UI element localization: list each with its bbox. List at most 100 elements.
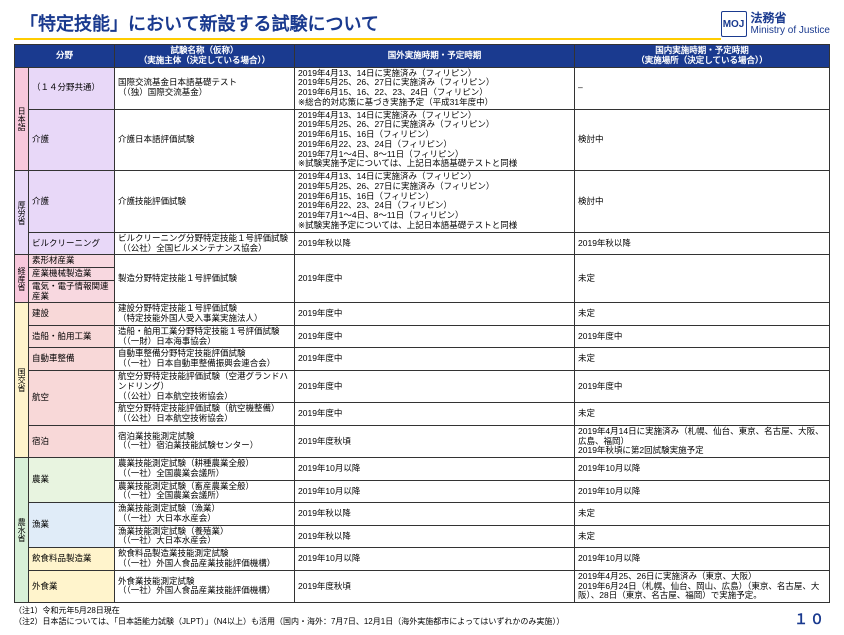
overseas-cell: 2019年度秋頃 [295,570,575,602]
field-cell: 産業機械製造業 [29,268,115,281]
exam-table: 分野 試験名称（仮称）（実施主体（決定している場合）） 国外実施時期・予定時期 … [14,44,830,603]
exam-cell: 外食業技能測定試験（（一社）外国人食品産業技能評価機構） [115,570,295,602]
exam-cell: 介護技能評価試験 [115,171,295,233]
field-cell: 介護 [29,171,115,233]
overseas-cell: 2019年度中 [295,303,575,326]
overseas-cell: 2019年4月13、14日に実施済み（フィリピン）2019年5月25、26、27… [295,67,575,109]
table-row: 航空分野特定技能評価試験（航空機整備）（（公社）日本航空技術協会）2019年度中… [15,403,830,426]
domestic-cell: 2019年10月以降 [575,458,830,481]
table-row: 介護介護日本語評価試験2019年4月13、14日に実施済み（フィリピン）2019… [15,109,830,171]
ministry-name-jp: 法務省 [751,12,830,25]
field-cell: 漁業 [29,503,115,548]
overseas-cell: 2019年10月以降 [295,458,575,481]
ministry-logo: MOJ 法務省 Ministry of Justice [721,11,830,37]
domestic-cell: – [575,67,830,109]
overseas-cell: 2019年4月13、14日に実施済み（フィリピン）2019年5月25、26、27… [295,171,575,233]
overseas-cell: 2019年10月以降 [295,480,575,503]
table-row: ビルクリーニングビルクリーニング分野特定技能１号評価試験（（公社）全国ビルメンテ… [15,232,830,255]
group-label: 厚労省 [15,171,29,255]
domestic-cell: 2019年度中 [575,325,830,348]
field-cell: 宿泊 [29,425,115,457]
exam-cell: 航空分野特定技能評価試験（空港グランドハンドリング）（（公社）日本航空技術協会） [115,370,295,402]
exam-cell: 農業技能測定試験（畜産農業全般）（（一社）全国農業会議所） [115,480,295,503]
overseas-cell: 2019年度中 [295,403,575,426]
table-row: 自動車整備自動車整備分野特定技能評価試験（（一社）日本自動車整備振興会連合会）2… [15,348,830,371]
group-label: 経産省 [15,255,29,303]
domestic-cell: 2019年10月以降 [575,548,830,571]
exam-cell: 国際交流基金日本語基礎テスト（（独）国際交流基金） [115,67,295,109]
table-row: 農業技能測定試験（畜産農業全般）（（一社）全国農業会議所）2019年10月以降2… [15,480,830,503]
field-cell: 素形材産業 [29,255,115,268]
domestic-cell: 2019年4月25、26日に実施済み（東京、大阪）2019年6月24日（札幌、仙… [575,570,830,602]
domestic-cell: 未定 [575,403,830,426]
overseas-cell: 2019年秋以降 [295,232,575,255]
table-row: 宿泊宿泊業技能測定試験（（一社）宿泊業技能試験センター）2019年度秋頃2019… [15,425,830,457]
overseas-cell: 2019年秋以降 [295,503,575,526]
exam-cell: 漁業技能測定試験（漁業）（（一社）大日本水産会） [115,503,295,526]
exam-cell: 農業技能測定試験（耕種農業全般）（（一社）全国農業会議所） [115,458,295,481]
field-cell: 飲食料品製造業 [29,548,115,571]
exam-cell: 漁業技能測定試験（養殖業）（（一社）大日本水産会） [115,525,295,548]
table-row: 外食業外食業技能測定試験（（一社）外国人食品産業技能評価機構）2019年度秋頃2… [15,570,830,602]
overseas-cell: 2019年10月以降 [295,548,575,571]
field-cell: 外食業 [29,570,115,602]
domestic-cell: 2019年10月以降 [575,480,830,503]
domestic-cell: 未定 [575,303,830,326]
exam-cell: 自動車整備分野特定技能評価試験（（一社）日本自動車整備振興会連合会） [115,348,295,371]
group-label: 日本語 [15,67,29,171]
domestic-cell: 未定 [575,525,830,548]
ministry-name-en: Ministry of Justice [751,25,830,36]
exam-cell: 航空分野特定技能評価試験（航空機整備）（（公社）日本航空技術協会） [115,403,295,426]
footnote-2: （注2）日本語については、「日本語能力試験（JLPT）」（N4以上）も活用（国内… [14,616,830,627]
table-row: 国交省建設建設分野特定技能１号評価試験（特定技能外国人受入事業実施法人）2019… [15,303,830,326]
footnotes: （注1）令和元年5月28日現在 （注2）日本語については、「日本語能力試験（JL… [14,605,830,627]
overseas-cell: 2019年度中 [295,325,575,348]
field-cell: （１４分野共通） [29,67,115,109]
group-label: 国交省 [15,303,29,458]
header-domestic: 国内実施時期・予定時期（実施場所（決定している場合）） [575,45,830,68]
table-row: 飲食料品製造業飲食料品製造業技能測定試験（（一社）外国人食品産業技能評価機構）2… [15,548,830,571]
header-field: 分野 [15,45,115,68]
field-cell: 建設 [29,303,115,326]
overseas-cell: 2019年度中 [295,370,575,402]
field-cell: 電気・電子情報関連産業 [29,280,115,303]
domestic-cell: 未定 [575,255,830,303]
overseas-cell: 2019年秋以降 [295,525,575,548]
overseas-cell: 2019年度中 [295,255,575,303]
table-row: 航空航空分野特定技能評価試験（空港グランドハンドリング）（（公社）日本航空技術協… [15,370,830,402]
table-row: 造船・舶用工業造船・舶用工業分野特定技能１号評価試験（（一財）日本海事協会）20… [15,325,830,348]
domestic-cell: 2019年秋以降 [575,232,830,255]
group-label: 農水省 [15,458,29,603]
field-cell: 介護 [29,109,115,171]
overseas-cell: 2019年度秋頃 [295,425,575,457]
overseas-cell: 2019年度中 [295,348,575,371]
domestic-cell: 未定 [575,503,830,526]
field-cell: 造船・舶用工業 [29,325,115,348]
table-row: 農水省農業農業技能測定試験（耕種農業全般）（（一社）全国農業会議所）2019年1… [15,458,830,481]
overseas-cell: 2019年4月13、14日に実施済み（フィリピン）2019年5月25、26、27… [295,109,575,171]
table-row: 漁業技能測定試験（養殖業）（（一社）大日本水産会）2019年秋以降未定 [15,525,830,548]
header-overseas: 国外実施時期・予定時期 [295,45,575,68]
table-row: 厚労省介護介護技能評価試験2019年4月13、14日に実施済み（フィリピン）20… [15,171,830,233]
page-title: 「特定技能」において新設する試験について [14,8,721,40]
table-header-row: 分野 試験名称（仮称）（実施主体（決定している場合）） 国外実施時期・予定時期 … [15,45,830,68]
field-cell: ビルクリーニング [29,232,115,255]
page-number: １０ [794,609,826,629]
table-row: 漁業漁業技能測定試験（漁業）（（一社）大日本水産会）2019年秋以降未定 [15,503,830,526]
field-cell: 航空 [29,370,115,425]
domestic-cell: 2019年度中 [575,370,830,402]
domestic-cell: 未定 [575,348,830,371]
field-cell: 農業 [29,458,115,503]
header-exam: 試験名称（仮称）（実施主体（決定している場合）） [115,45,295,68]
exam-cell: 飲食料品製造業技能測定試験（（一社）外国人食品産業技能評価機構） [115,548,295,571]
exam-cell: 製造分野特定技能１号評価試験 [115,255,295,303]
exam-cell: 介護日本語評価試験 [115,109,295,171]
domestic-cell: 2019年4月14日に実施済み（札幌、仙台、東京、名古屋、大阪、広島、福岡）20… [575,425,830,457]
exam-cell: ビルクリーニング分野特定技能１号評価試験（（公社）全国ビルメンテナンス協会） [115,232,295,255]
domestic-cell: 検討中 [575,171,830,233]
exam-cell: 建設分野特定技能１号評価試験（特定技能外国人受入事業実施法人） [115,303,295,326]
field-cell: 自動車整備 [29,348,115,371]
title-bar: 「特定技能」において新設する試験について MOJ 法務省 Ministry of… [14,8,830,40]
exam-cell: 宿泊業技能測定試験（（一社）宿泊業技能試験センター） [115,425,295,457]
domestic-cell: 検討中 [575,109,830,171]
